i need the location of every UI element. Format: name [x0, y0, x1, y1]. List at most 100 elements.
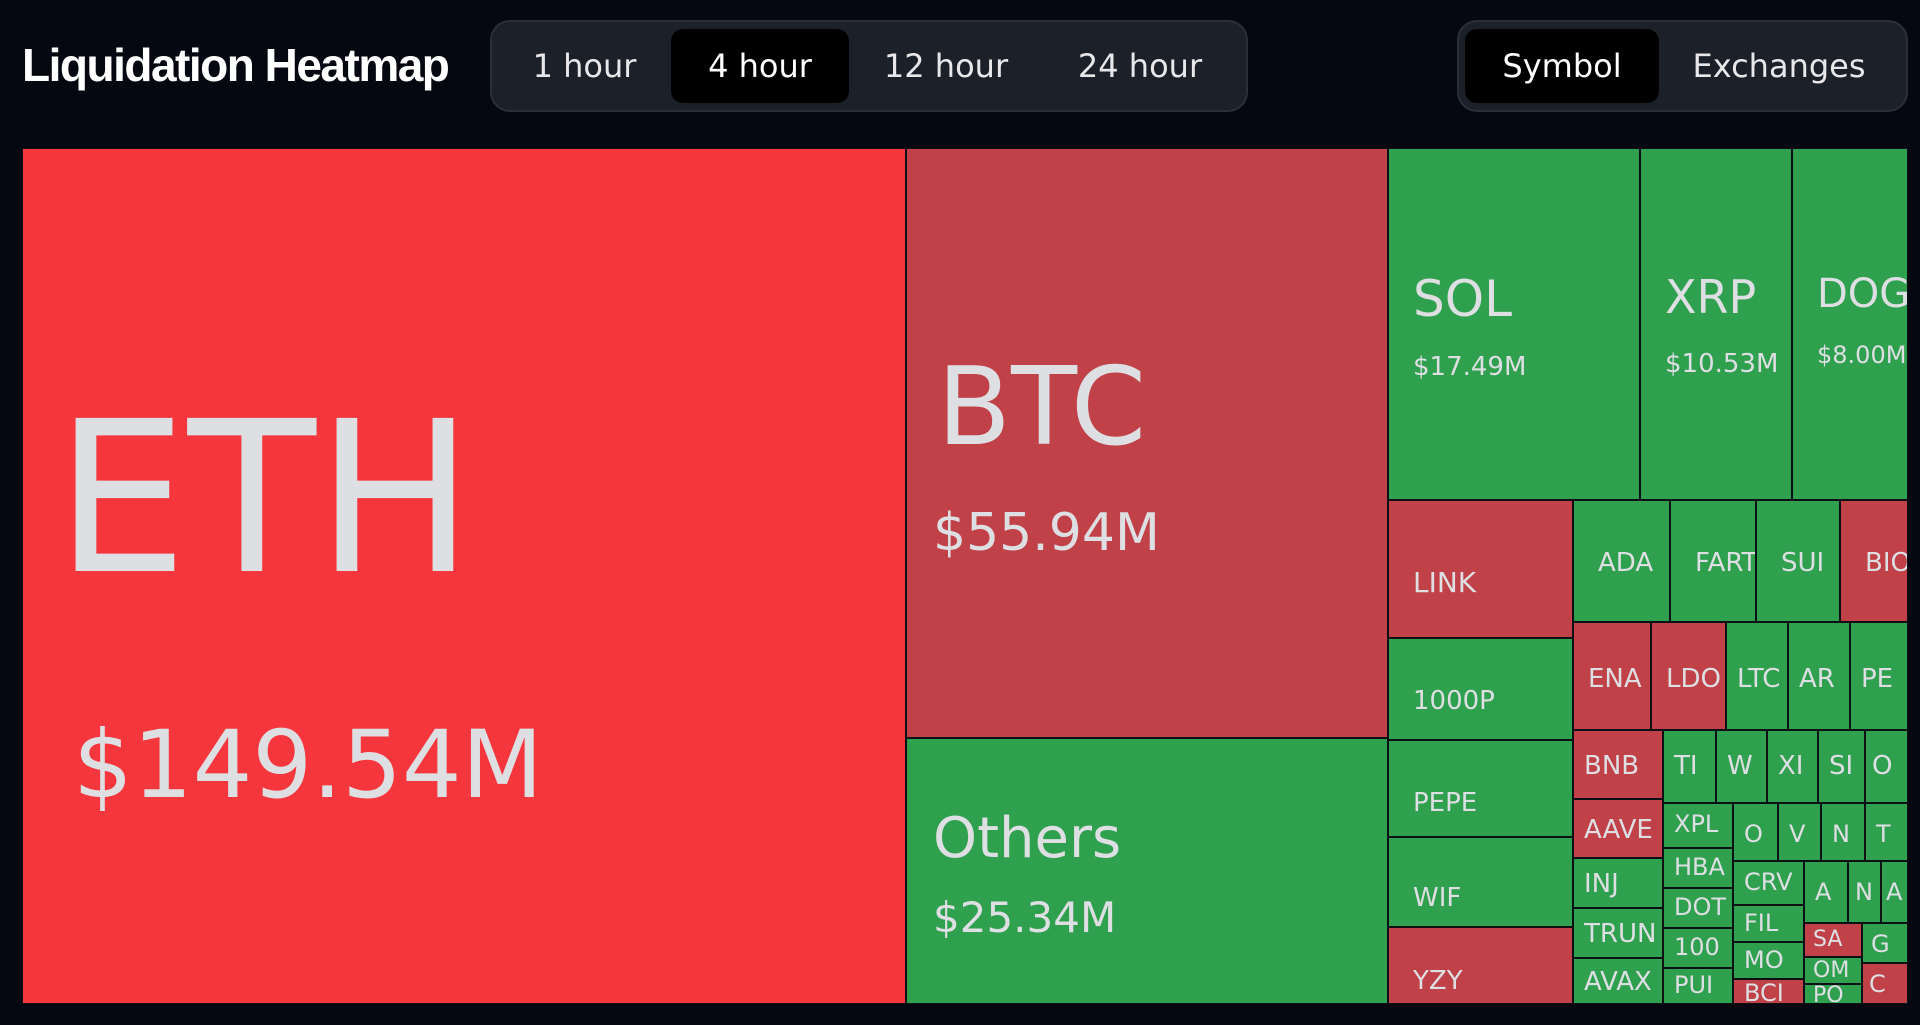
tile-symbol: TI [1674, 751, 1698, 781]
tile-symbol: SI [1829, 751, 1854, 781]
heatmap-tile-btc[interactable]: BTC $55.94M [906, 148, 1388, 738]
tile-symbol: PE [1861, 664, 1894, 694]
heatmap-tile-g[interactable]: G [1862, 923, 1908, 963]
tile-symbol: LDO [1666, 664, 1721, 694]
heatmap-tile-wif[interactable]: WIF [1388, 837, 1573, 927]
tile-symbol: G [1871, 930, 1890, 958]
heatmap-tile-others[interactable]: Others $25.34M [906, 738, 1388, 1004]
tile-symbol: LINK [1413, 566, 1477, 599]
heatmap-tile-c[interactable]: C [1862, 963, 1908, 1004]
heatmap-tile-ar[interactable]: AR [1788, 622, 1850, 730]
tile-symbol: DOG [1817, 271, 1908, 317]
tile-symbol: LTC [1737, 664, 1781, 694]
heatmap-tile-sol[interactable]: SOL $17.49M [1388, 148, 1640, 500]
heatmap-tile-yzy[interactable]: YZY [1388, 927, 1573, 1004]
tile-symbol: XRP [1665, 270, 1757, 324]
heatmap-tile-si[interactable]: SI [1818, 730, 1865, 803]
tile-symbol: XI [1778, 751, 1804, 781]
heatmap-tile-aave[interactable]: AAVE [1573, 799, 1663, 858]
heatmap-tile-w[interactable]: W [1716, 730, 1767, 803]
heatmap-tile-n[interactable]: N [1821, 803, 1865, 861]
tile-symbol: PEPE [1413, 788, 1478, 818]
heatmap-tile-n[interactable]: N [1848, 861, 1881, 923]
heatmap-tile-om[interactable]: OM [1804, 957, 1862, 984]
tile-symbol: AVAX [1584, 967, 1652, 997]
tile-symbol: AAVE [1584, 815, 1653, 845]
tile-symbol: MO [1744, 946, 1784, 974]
heatmap-tile-o[interactable]: O [1865, 730, 1908, 803]
heatmap-tile-t[interactable]: T [1865, 803, 1908, 861]
heatmap-tile-hba[interactable]: HBA [1663, 848, 1733, 888]
heatmap-tile-dot[interactable]: DOT [1663, 888, 1733, 928]
timeframe-24-hour-button[interactable]: 24 hour [1077, 47, 1203, 85]
heatmap-tile-pui[interactable]: PUI [1663, 968, 1733, 1004]
tile-symbol: FARTCOIN [1695, 548, 1756, 578]
heatmap-tile-xrp[interactable]: XRP $10.53M [1640, 148, 1792, 500]
heatmap-tile-ada[interactable]: ADA [1573, 500, 1670, 622]
timeframe-1-hour-button[interactable]: 1 hour [532, 47, 637, 85]
heatmap-tile-sui[interactable]: SUI [1756, 500, 1840, 622]
tile-value: $149.54M [73, 711, 543, 820]
heatmap-tile-crv[interactable]: CRV [1733, 861, 1804, 905]
tile-value: $55.94M [933, 503, 1160, 563]
heatmap-tile-eth[interactable]: ETH $149.54M [22, 148, 906, 1004]
heatmap-tile-ena[interactable]: ENA [1573, 622, 1651, 730]
tile-symbol: V [1789, 820, 1806, 848]
heatmap-tile-inj[interactable]: INJ [1573, 858, 1663, 908]
tile-symbol: ETH [55, 376, 474, 621]
heatmap-tile-1000p[interactable]: 1000P [1388, 638, 1573, 740]
heatmap-tile-xi[interactable]: XI [1767, 730, 1818, 803]
tile-symbol: 100 [1674, 933, 1720, 961]
view-exchanges-button[interactable]: Exchanges [1692, 47, 1866, 85]
heatmap-tile-pe[interactable]: PE [1850, 622, 1908, 730]
tile-symbol: PUI [1674, 971, 1714, 999]
tile-symbol: C [1869, 970, 1886, 998]
tile-value: $8.00M [1817, 341, 1907, 369]
heatmap-tile-ltc[interactable]: LTC [1726, 622, 1788, 730]
heatmap-tile-trun[interactable]: TRUN [1573, 908, 1663, 958]
heatmap-tile-o[interactable]: O [1733, 803, 1778, 861]
heatmap-tile-po[interactable]: PO [1804, 984, 1862, 1004]
heatmap-tile-avax[interactable]: AVAX [1573, 958, 1663, 1004]
heatmap-tile-sa[interactable]: SA [1804, 923, 1862, 957]
view-symbol-button[interactable]: Symbol [1465, 29, 1659, 103]
timeframe-4-hour-button[interactable]: 4 hour [671, 29, 849, 103]
tile-symbol: XPL [1674, 810, 1719, 838]
timeframe-12-hour-button[interactable]: 12 hour [883, 47, 1009, 85]
heatmap-tile-bnb[interactable]: BNB [1573, 730, 1663, 799]
heatmap-tile-pepe[interactable]: PEPE [1388, 740, 1573, 837]
tile-symbol: OM [1813, 958, 1850, 983]
tile-symbol: INJ [1584, 869, 1619, 899]
tile-symbol: DOT [1674, 893, 1727, 921]
tile-symbol: SOL [1413, 270, 1512, 328]
timeframe-selector: 1 hour 4 hour 12 hour 24 hour [490, 20, 1248, 112]
heatmap-tile-100[interactable]: 100 [1663, 928, 1733, 968]
tile-value: $17.49M [1413, 352, 1527, 382]
tile-symbol: YZY [1413, 966, 1463, 996]
tile-symbol: BIO [1865, 548, 1908, 578]
tile-symbol: Others [933, 806, 1122, 871]
heatmap-tile-mo[interactable]: MO [1733, 942, 1804, 979]
tile-symbol: N [1855, 878, 1873, 906]
heatmap-tile-bio[interactable]: BIO [1840, 500, 1908, 622]
tile-symbol: CRV [1744, 868, 1793, 896]
heatmap-tile-v[interactable]: V [1778, 803, 1821, 861]
tile-symbol: N [1832, 820, 1850, 848]
heatmap-tile-link[interactable]: LINK [1388, 500, 1573, 638]
heatmap-tile-fil[interactable]: FIL [1733, 905, 1804, 942]
heatmap-tile-a[interactable]: A [1881, 861, 1908, 923]
tile-symbol: ADA [1598, 548, 1654, 578]
heatmap-tile-ldo[interactable]: LDO [1651, 622, 1726, 730]
tile-symbol: ENA [1588, 664, 1642, 694]
heatmap-tile-bci[interactable]: BCI [1733, 979, 1804, 1004]
tile-symbol: BTC [937, 345, 1147, 470]
heatmap-tile-fartcoin[interactable]: FARTCOIN [1670, 500, 1756, 622]
heatmap-tile-dog[interactable]: DOG $8.00M [1792, 148, 1908, 500]
tile-symbol: SUI [1781, 548, 1825, 578]
heatmap-tile-ti[interactable]: TI [1663, 730, 1716, 803]
heatmap-tile-a[interactable]: A [1804, 861, 1848, 923]
tile-symbol: O [1872, 751, 1893, 781]
tile-symbol: 1000P [1413, 686, 1495, 716]
heatmap-tile-xpl[interactable]: XPL [1663, 803, 1733, 848]
tile-symbol: W [1727, 751, 1753, 781]
